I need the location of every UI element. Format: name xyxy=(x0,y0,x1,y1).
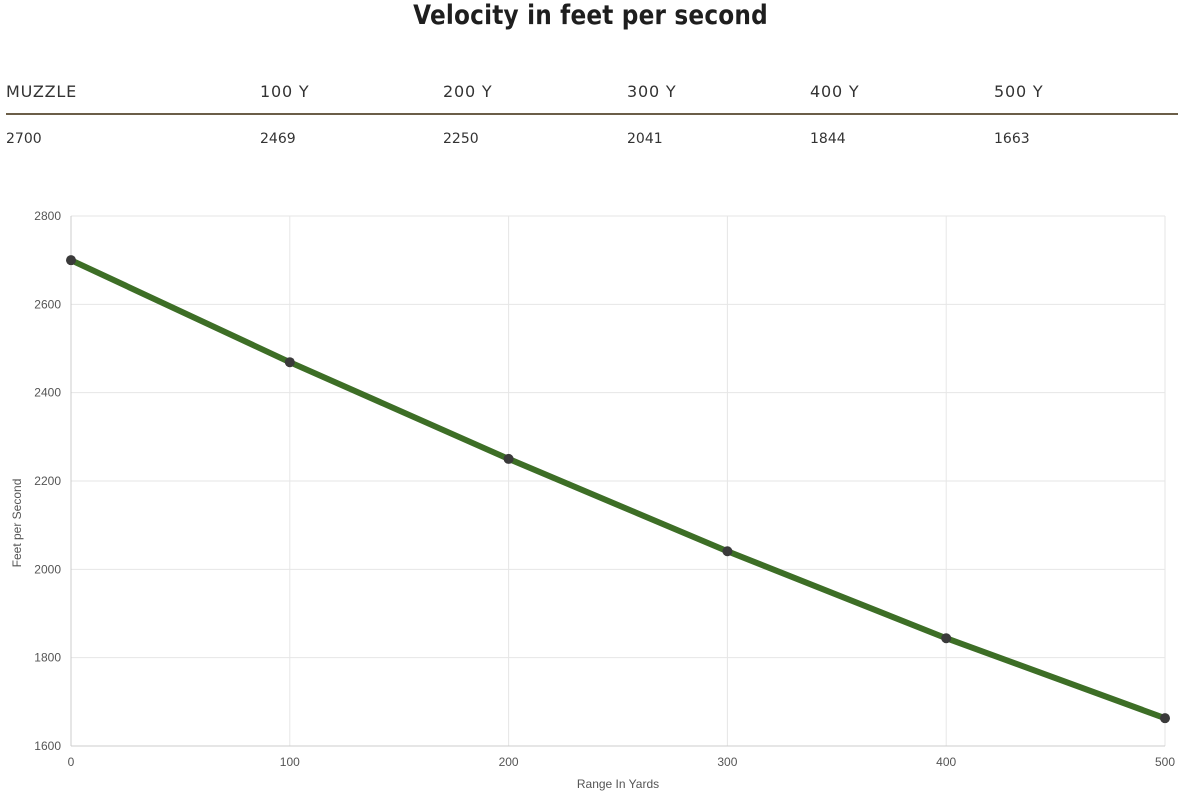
grid xyxy=(70,215,1166,747)
value-500y: 1663 xyxy=(994,131,1030,147)
x-tick-label: 300 xyxy=(717,755,737,769)
data-point[interactable] xyxy=(941,633,952,644)
y-tick-label: 2800 xyxy=(34,209,61,223)
header-300y: 300 Y xyxy=(627,82,677,101)
velocity-table: MUZZLE 100 Y 200 Y 300 Y 400 Y 500 Y 270… xyxy=(6,80,1178,147)
data-point[interactable] xyxy=(503,453,514,464)
header-200y: 200 Y xyxy=(443,82,493,101)
velocity-table-values: 2700 2469 2250 2041 1844 1663 xyxy=(6,115,1178,147)
y-tick-label: 1800 xyxy=(34,651,61,665)
x-tick-label: 500 xyxy=(1155,755,1175,769)
value-200y: 2250 xyxy=(443,131,479,147)
x-tick-label: 0 xyxy=(68,755,75,769)
value-100y: 2469 xyxy=(260,131,296,147)
value-400y: 1844 xyxy=(810,131,846,147)
velocity-table-header: MUZZLE 100 Y 200 Y 300 Y 400 Y 500 Y xyxy=(6,80,1178,115)
data-point[interactable] xyxy=(66,255,76,266)
series-line xyxy=(68,257,1168,722)
x-tick-label: 400 xyxy=(936,755,956,769)
chart-title: Velocity in feet per second xyxy=(413,0,768,31)
x-tick-label: 100 xyxy=(280,755,300,769)
axes: 1600 1800 2000 2200 2400 2600 2800 0 100 200 300 40… xyxy=(34,209,1175,769)
x-tick-label: 200 xyxy=(499,755,519,769)
x-axis-label: Range In Yards xyxy=(577,777,659,791)
data-point[interactable] xyxy=(284,357,295,368)
header-400y: 400 Y xyxy=(810,82,860,101)
header-500y: 500 Y xyxy=(994,82,1044,101)
data-point[interactable] xyxy=(722,546,733,557)
y-tick-label: 1600 xyxy=(34,739,61,753)
series-layer xyxy=(66,255,1170,724)
value-muzzle: 2700 xyxy=(6,131,42,147)
y-tick-label: 2400 xyxy=(34,386,61,400)
data-point[interactable] xyxy=(1160,713,1170,724)
header-100y: 100 Y xyxy=(260,82,310,101)
y-tick-label: 2600 xyxy=(34,297,61,311)
y-axis-label: Feet per Second xyxy=(10,479,24,568)
y-tick-label: 2200 xyxy=(34,474,61,488)
header-muzzle: MUZZLE xyxy=(6,82,77,101)
y-tick-label: 2000 xyxy=(34,562,61,576)
value-300y: 2041 xyxy=(627,131,663,147)
velocity-line-chart: 1600 1800 2000 2200 2400 2600 2800 0 100 200 300 40… xyxy=(10,209,1175,791)
